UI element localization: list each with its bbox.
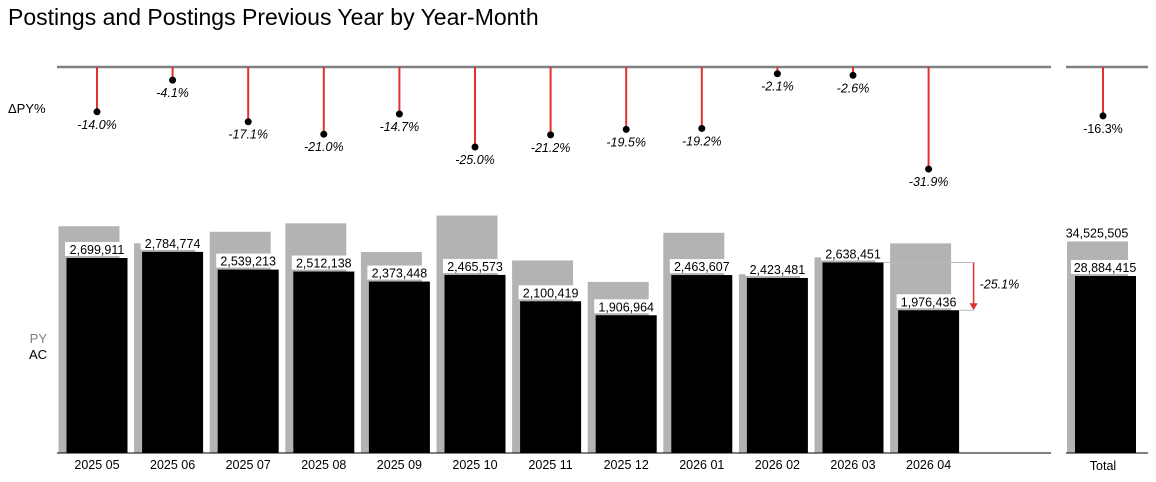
delta-label: -19.5% [606,135,646,149]
delta-pin-head [849,71,857,79]
value-label: 2,373,448 [372,267,428,281]
delta-label: -21.2% [531,141,571,155]
value-label: 2,463,607 [674,260,730,274]
value-label: 2,784,774 [145,237,201,251]
delta-label: -21.0% [304,140,344,154]
delta-py-label: ΔPY% [8,101,46,116]
delta-label: -31.9% [909,175,949,189]
delta-pin-head [320,130,328,138]
total-ac-label: 28,884,415 [1074,261,1137,275]
ac-bar [142,251,204,453]
category-label: 2025 11 [528,458,572,472]
value-label: 2,512,138 [296,257,352,271]
total-delta-pin-head [1099,112,1107,120]
ac-bar [444,274,506,453]
value-label-bg [65,242,129,256]
total-ac-bar [1075,276,1136,453]
delta-label: -14.0% [77,118,117,132]
delta-pin-head [93,108,101,116]
category-label: 2026 04 [906,458,951,472]
value-label-bg [745,261,810,276]
value-label: 1,906,964 [598,300,654,314]
ac-bar [671,275,733,453]
category-label: 2025 07 [226,458,271,472]
delta-label: -17.1% [228,128,268,142]
value-label: 2,539,213 [220,255,276,269]
delta-pin-head [244,118,252,126]
ac-bar [520,301,582,453]
chart-title: Postings and Postings Previous Year by Y… [8,4,539,30]
ac-bar [898,310,960,453]
category-label: 2025 06 [150,458,195,472]
total-ac-label-bg [1071,260,1139,274]
ac-bar [217,269,279,453]
category-label: 2025 10 [452,458,497,472]
category-label: 2026 03 [830,458,875,472]
ac-bar [368,281,430,453]
total-delta-label: -16.3% [1083,122,1123,136]
delta-label: -25.0% [455,153,495,167]
value-label-bg [216,253,281,268]
delta-label: -2.1% [761,80,794,94]
py-series-label: PY [30,331,48,346]
category-label: 2025 08 [301,458,346,472]
ac-bar [66,258,128,453]
ac-bar [822,262,884,453]
total-py-label: 34,525,505 [1066,226,1129,240]
value-label-bg [367,265,432,280]
value-label-bg [291,255,356,270]
delta-pin-head [471,143,479,151]
value-label-bg [896,294,961,309]
value-label: 2,100,419 [523,286,579,300]
delta-pin-head [773,70,781,78]
highlight-arrowhead [969,303,978,311]
delta-label: -14.7% [380,120,420,134]
delta-pin-head [395,110,403,118]
value-label: 2,465,573 [447,260,503,274]
ac-bar [746,277,808,453]
delta-pin-head [698,124,706,132]
category-label: 2026 02 [755,458,800,472]
category-label: 2025 05 [74,458,119,472]
value-label: 2,638,451 [825,247,881,261]
ac-bar [595,315,657,453]
delta-pin-head [547,131,555,139]
delta-label: -2.6% [837,81,870,95]
highlight-label: -25.1% [980,277,1020,291]
value-label: 2,423,481 [750,263,806,277]
value-label-bg [594,299,659,314]
delta-label: -4.1% [156,86,189,100]
value-label: 1,976,436 [901,295,957,309]
ac-series-label: AC [29,347,47,362]
value-label-bg [518,285,583,300]
total-category-label: Total [1090,459,1116,473]
category-label: 2025 09 [377,458,422,472]
value-label: 2,699,911 [70,243,125,257]
category-label: 2026 01 [679,458,724,472]
value-label-bg [140,235,205,250]
delta-pin-head [925,165,933,173]
category-label: 2025 12 [604,458,649,472]
delta-pin-head [622,125,630,133]
value-label-bg [669,259,734,274]
delta-pin-head [169,76,177,84]
value-label-bg [821,246,885,261]
ac-bar [293,271,355,453]
value-label-bg [443,258,507,273]
delta-label: -19.2% [682,134,722,148]
